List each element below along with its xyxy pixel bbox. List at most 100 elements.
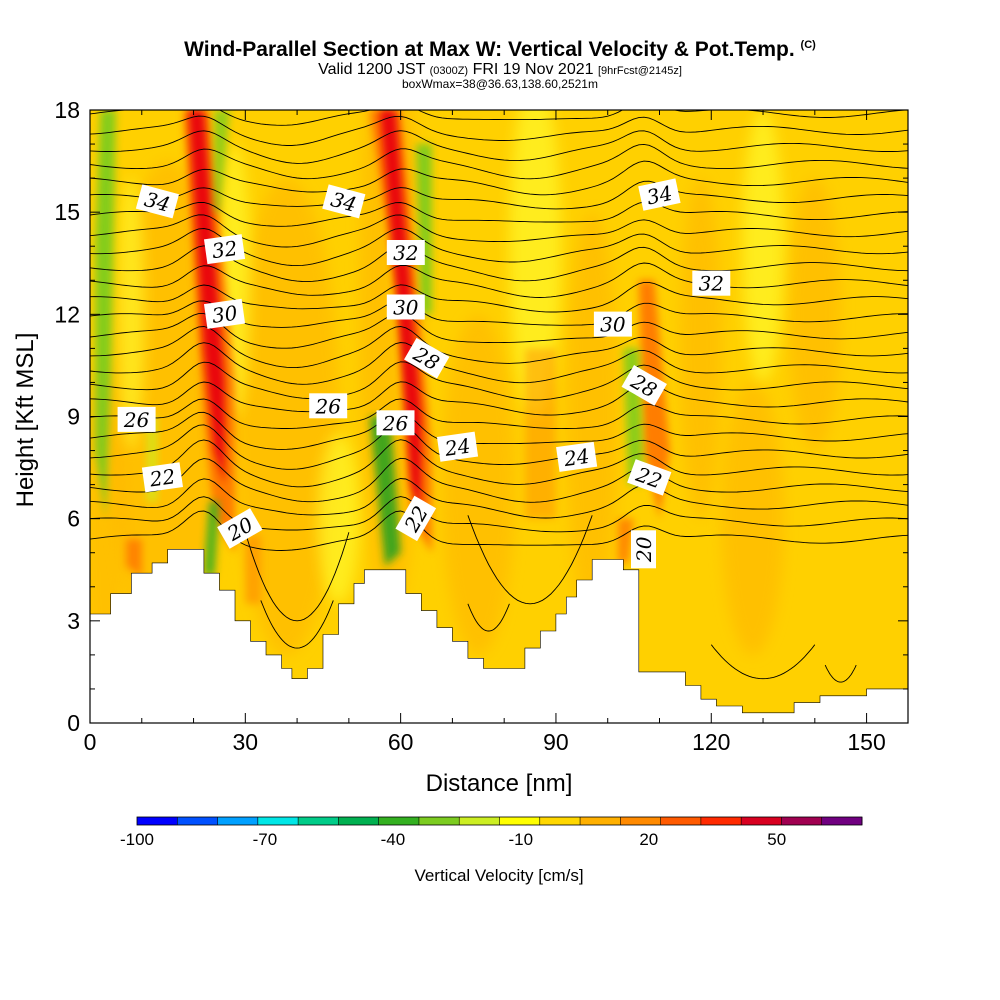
colorbar-swatch (539, 817, 581, 825)
theta-contour (90, 115, 908, 146)
y-tick-label: 0 (67, 710, 80, 736)
colorbar-swatch (338, 817, 380, 825)
contour-label-text: 30 (393, 296, 419, 320)
theta-contour (260, 600, 334, 649)
theta-contour (710, 644, 816, 680)
contour-label-text: 26 (314, 394, 341, 418)
theta-contour (90, 496, 908, 533)
contour-label-box (117, 406, 156, 432)
downdraft-band (369, 416, 401, 567)
contour-label-text: 30 (210, 301, 239, 328)
colorbar-swatch (177, 817, 219, 825)
contour-label-box (436, 431, 479, 462)
contour-label: 22 (141, 462, 183, 493)
colorbar-swatch (781, 817, 823, 825)
y-tick-label: 12 (54, 301, 80, 327)
contour-label: 26 (117, 406, 156, 432)
terrain-mask (90, 549, 908, 723)
updraft-region (442, 314, 515, 655)
y-tick-label: 15 (54, 199, 80, 225)
contour-label-box (593, 311, 632, 337)
contour-label: 26 (309, 393, 348, 419)
updraft-band (524, 348, 556, 519)
colorbar-swatch (700, 817, 742, 825)
colorbar-swatch (298, 817, 339, 825)
contour-label: 30 (386, 294, 425, 320)
colorbar-tick-label: 50 (767, 830, 786, 849)
theta-contour (90, 411, 908, 450)
theta-contour (90, 281, 908, 313)
theta-contour (824, 664, 857, 683)
colorbar-tick-label: -10 (509, 830, 534, 849)
colorbar-tick-label: -100 (120, 830, 154, 849)
contour-label-text: 24 (561, 444, 591, 471)
colorbar-swatch (741, 817, 782, 825)
contour-label-text: 32 (393, 241, 418, 265)
box-info: boxWmax=38@36.63,138.60,2521m (402, 77, 598, 91)
contour-label: 24 (556, 441, 598, 472)
contour-label: 32 (203, 234, 246, 265)
y-tick-label: 3 (67, 608, 80, 634)
x-axis-label: Distance [nm] (426, 770, 573, 797)
theta-contour (90, 130, 908, 164)
theta-contour (90, 214, 908, 248)
y-tick-label: 6 (67, 506, 80, 532)
colorbar-swatch (257, 817, 299, 825)
x-tick-label: 60 (388, 729, 414, 755)
theta-contour (90, 424, 908, 470)
contour-label-box (638, 178, 681, 211)
contour-label-box (386, 240, 425, 265)
colorbar-swatch (620, 817, 662, 825)
colorbar: -100 -70 -40 -10 20 50 (120, 816, 863, 849)
contour-label-text: 22 (147, 464, 177, 491)
weak-downdraft-region (317, 433, 360, 604)
colorbar-swatch (217, 817, 259, 825)
updraft-region (234, 178, 339, 655)
theta-contour (467, 603, 510, 632)
contour-label-box (386, 294, 425, 320)
contour-label-box (395, 495, 437, 542)
contour-label-text: 30 (600, 313, 626, 337)
contour-label: 30 (203, 298, 246, 329)
contour-label-box (203, 298, 246, 329)
theta-contour (90, 326, 908, 369)
colorbar-tick-label: -70 (253, 830, 278, 849)
updraft-band (618, 518, 634, 563)
theta-contour (90, 381, 908, 416)
contour-label: 30 (593, 311, 632, 337)
contour-label-box (631, 530, 656, 569)
theta-contour (244, 532, 350, 622)
contour-label: 26 (376, 410, 415, 436)
theta-contour (467, 515, 593, 605)
x-tick-label: 90 (543, 729, 569, 755)
updraft-band (126, 539, 142, 577)
theta-contour (90, 262, 908, 298)
theta-contour (90, 457, 908, 503)
contour-label-box (203, 234, 246, 265)
contour-label-text: 32 (699, 272, 724, 296)
colorbar-swatch (580, 817, 621, 825)
contour-label-text: 32 (210, 236, 239, 263)
x-tick-label: 150 (847, 729, 885, 755)
contour-label: 34 (638, 178, 681, 211)
colorbar-tick-label: -40 (381, 830, 406, 849)
colorbar-swatch (418, 817, 460, 825)
contour-label: 24 (436, 431, 479, 462)
updraft-region (680, 178, 722, 519)
contour-label-box (322, 184, 366, 219)
theta-contour (90, 160, 908, 196)
contour-label: 20 (631, 530, 656, 569)
theta-contour (90, 361, 908, 401)
y-tick-label: 18 (54, 97, 80, 123)
contour-label-text: 26 (123, 408, 150, 432)
contour-label-box (217, 508, 263, 549)
updraft-band (245, 535, 261, 604)
theta-contour (90, 143, 908, 180)
colorbar-label: Vertical Velocity [cm/s] (414, 866, 583, 885)
x-tick-label: 0 (84, 729, 97, 755)
contour-label-box (404, 337, 450, 379)
downdraft-band (203, 501, 220, 577)
colorbar-swatch (660, 817, 702, 825)
chart-subtitle: Valid 1200 JST (0300Z) FRI 19 Nov 2021 [… (318, 61, 682, 78)
